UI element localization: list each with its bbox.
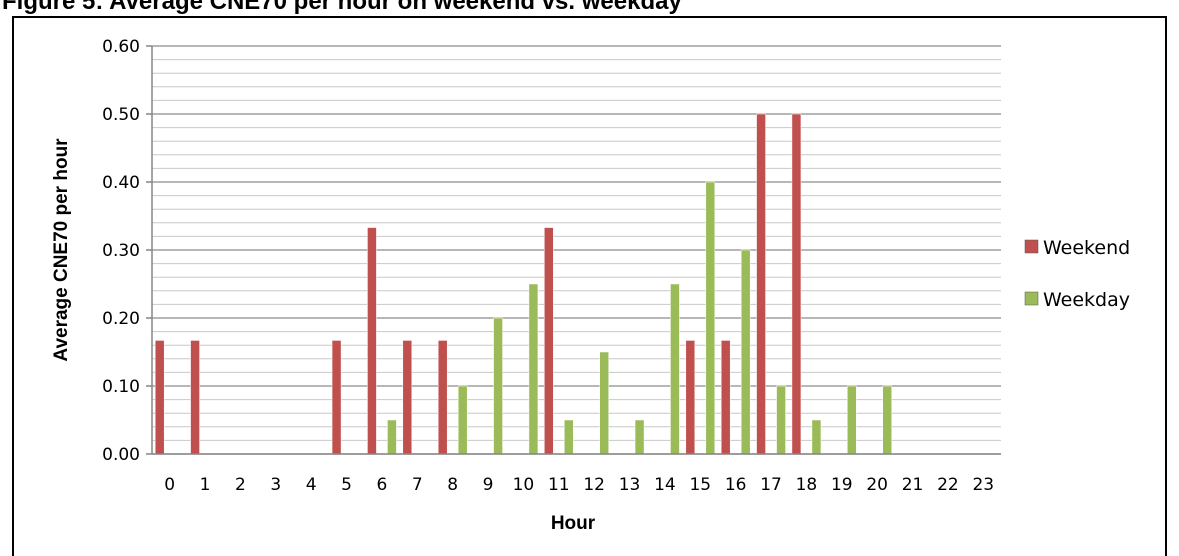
x-tick-label: 11 [548,475,570,495]
x-tick-label: 14 [654,475,676,495]
weekend-bar [367,227,377,455]
weekday-bar [387,419,397,455]
weekday-bar [811,419,822,455]
x-axis-title: Hour [551,513,596,534]
y-tick-labels: 0.00 0.10 0.20 0.30 0.40 0.50 0.60 [102,37,140,465]
x-tick-label: 2 [235,475,246,495]
weekend-bar [544,227,554,455]
legend: Weekend Weekday [1024,237,1130,311]
weekday-bar [847,385,857,455]
x-tick-label: 13 [619,475,641,495]
x-tick-label: 22 [937,475,959,495]
x-tick-label: 19 [831,475,853,495]
legend-label-weekend: Weekend [1043,237,1130,259]
x-tick-label: 8 [447,475,458,495]
weekday-bar [705,181,716,455]
x-tick-label: 16 [725,475,747,495]
x-tick-label: 17 [760,475,782,495]
x-tick-label: 5 [341,475,352,495]
x-tick-label: 7 [412,475,423,495]
x-tick-label: 12 [583,475,605,495]
x-tick-label: 10 [513,475,535,495]
chart-frame [12,16,1167,556]
y-tick-label: 0.20 [102,309,140,329]
weekday-bar [776,385,786,455]
x-tick-label: 3 [270,475,281,495]
x-tick-label: 21 [902,475,924,495]
figure-caption: Figure 5: Average CNE70 per hour on week… [2,0,682,15]
legend-label-weekday: Weekday [1043,289,1130,311]
x-tick-label: 18 [796,475,818,495]
weekday-bar [634,419,645,455]
weekday-bar [564,419,574,455]
x-tick-label: 20 [866,475,888,495]
weekend-bar [791,113,802,455]
x-tick-label: 4 [306,475,317,495]
x-tick-label: 0 [164,475,175,495]
weekend-bar [331,340,342,455]
legend-swatch-weekday [1024,291,1039,306]
weekend-bar [437,340,448,455]
y-tick-label: 0.00 [102,445,140,465]
y-tick-label: 0.10 [102,377,140,397]
x-tick-label: 6 [377,475,388,495]
weekend-bar [154,340,165,455]
weekend-bar [190,340,200,455]
y-tick-label: 0.40 [102,173,140,193]
x-tick-label: 9 [483,475,494,495]
gridlines [152,45,1001,455]
weekday-bar [670,283,680,455]
x-tick-label: 23 [972,475,994,495]
legend-swatch-weekend [1024,239,1039,254]
y-axis-title: Average CNE70 per hour [51,138,72,362]
axes [146,45,1001,455]
y-tick-label: 0.60 [102,37,140,57]
weekend-bar [685,340,696,455]
weekend-bar [720,340,731,455]
weekend-bar [756,113,766,455]
y-tick-label: 0.50 [102,105,140,125]
weekday-bar [493,317,503,455]
x-tick-label: 15 [689,475,711,495]
bars [154,113,892,455]
weekday-bar [882,385,892,455]
y-tick-label: 0.30 [102,241,140,261]
x-tick-labels: 0 1 2 3 4 5 6 7 8 9 10 11 12 13 14 15 16 17 18 19 20 21 22 23 [164,475,994,495]
weekend-bar [402,340,413,455]
weekday-bar [457,385,468,455]
weekday-bar [528,283,539,455]
x-tick-label: 1 [200,475,211,495]
weekday-bar [599,351,609,455]
weekday-bar [740,249,751,455]
